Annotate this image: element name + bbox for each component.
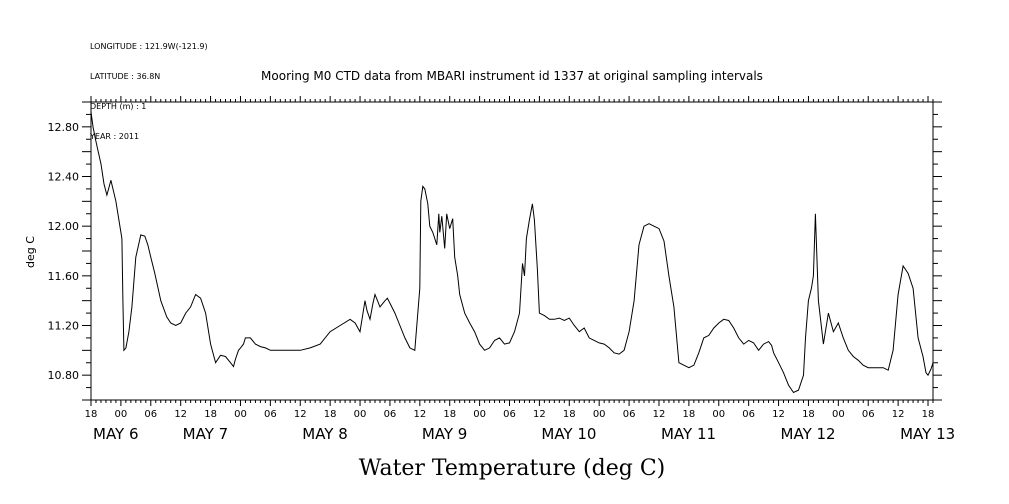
x-hour-label: 06 bbox=[264, 409, 277, 420]
x-hour-label: 06 bbox=[384, 409, 397, 420]
x-hour-label: 00 bbox=[593, 409, 606, 420]
x-hour-label: 18 bbox=[683, 409, 696, 420]
y-tick-label: 12.00 bbox=[48, 220, 80, 233]
year-text: YEAR : 2011 bbox=[90, 132, 140, 141]
x-hour-label: 18 bbox=[324, 409, 337, 420]
longitude-text: LONGITUDE : 121.9W(-121.9) bbox=[90, 42, 208, 51]
x-hour-label: 18 bbox=[204, 409, 217, 420]
x-axis-label: Water Temperature (deg C) bbox=[359, 456, 666, 481]
x-hour-label: 18 bbox=[563, 409, 576, 420]
x-hour-label: 12 bbox=[533, 409, 546, 420]
y-axis-label: deg C bbox=[24, 236, 37, 268]
x-hour-label: 12 bbox=[413, 409, 426, 420]
x-hour-label: 06 bbox=[503, 409, 516, 420]
x-hour-label: 00 bbox=[473, 409, 486, 420]
metadata-block: LONGITUDE : 121.9W(-121.9) LATITUDE : 36… bbox=[90, 22, 208, 152]
x-hour-label: 12 bbox=[294, 409, 307, 420]
y-tick-label: 12.80 bbox=[48, 121, 80, 134]
plot-frame bbox=[90, 101, 934, 401]
y-tick-label: 12.40 bbox=[48, 171, 80, 184]
x-hour-label: 12 bbox=[174, 409, 187, 420]
x-hour-label: 18 bbox=[443, 409, 456, 420]
x-day-label: MAY 10 bbox=[541, 425, 596, 443]
x-hour-label: 12 bbox=[653, 409, 666, 420]
x-day-label: MAY 7 bbox=[183, 425, 229, 443]
x-day-label: MAY 6 bbox=[93, 425, 139, 443]
y-tick-label: 11.60 bbox=[48, 270, 80, 283]
x-hour-label: 12 bbox=[892, 409, 905, 420]
x-day-label: MAY 12 bbox=[781, 425, 836, 443]
chart-title: Mooring M0 CTD data from MBARI instrumen… bbox=[261, 69, 763, 83]
x-hour-label: 06 bbox=[144, 409, 157, 420]
y-tick-label: 11.20 bbox=[48, 320, 80, 333]
latitude-text: LATITUDE : 36.8N bbox=[90, 72, 161, 81]
x-hour-label: 00 bbox=[115, 409, 128, 420]
series-line bbox=[90, 111, 934, 394]
x-hour-label: 18 bbox=[85, 409, 98, 420]
axis-ticks bbox=[82, 96, 942, 406]
y-tick-label: 10.80 bbox=[48, 369, 80, 382]
axis-tick-labels: 12.80 12.40 12.00 11.60 11.20 10.80 18 00 06 12 18… bbox=[48, 121, 956, 443]
depth-text: DEPTH (m) : 1 bbox=[90, 102, 147, 111]
x-hour-label: 00 bbox=[712, 409, 725, 420]
x-hour-label: 06 bbox=[862, 409, 875, 420]
x-hour-label: 12 bbox=[772, 409, 785, 420]
x-day-label: MAY 11 bbox=[661, 425, 716, 443]
x-day-label: MAY 8 bbox=[302, 425, 348, 443]
x-hour-label: 18 bbox=[922, 409, 935, 420]
x-hour-label: 06 bbox=[742, 409, 755, 420]
x-hour-label: 18 bbox=[802, 409, 815, 420]
x-hour-label: 00 bbox=[234, 409, 247, 420]
x-hour-label: 00 bbox=[354, 409, 367, 420]
x-hour-label: 06 bbox=[623, 409, 636, 420]
x-day-label: MAY 13 bbox=[900, 425, 955, 443]
x-day-label: MAY 9 bbox=[422, 425, 468, 443]
x-hour-label: 00 bbox=[832, 409, 845, 420]
